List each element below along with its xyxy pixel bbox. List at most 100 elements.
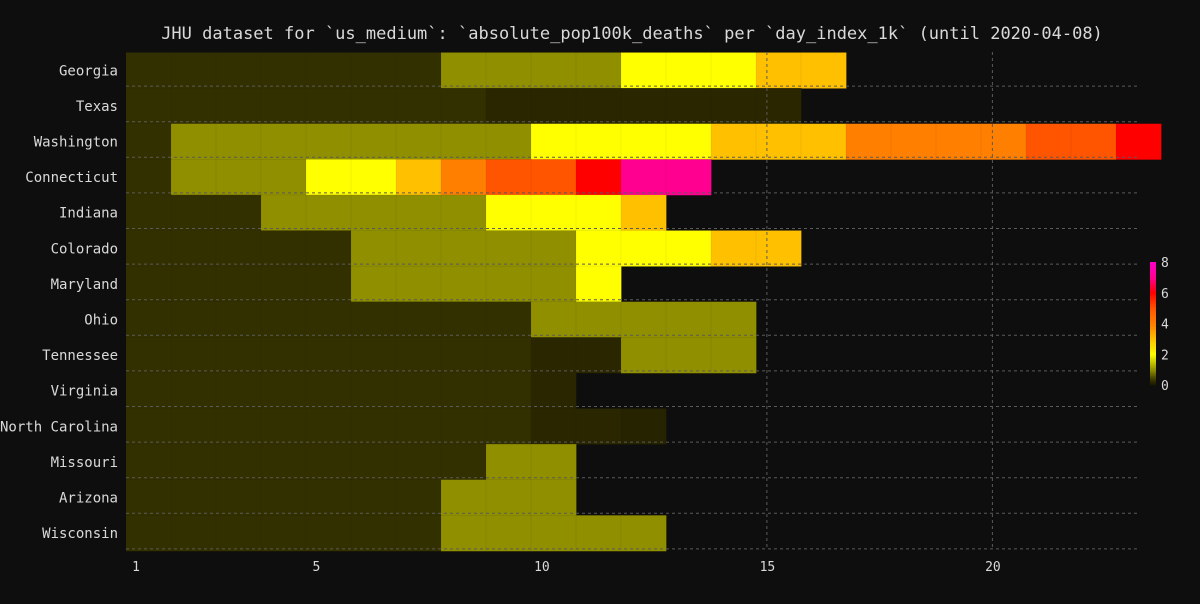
heatmap-cell	[170, 159, 217, 196]
heatmap-cell	[260, 372, 307, 410]
colorbar-segment	[1150, 262, 1156, 264]
colorbar-segment	[1150, 361, 1156, 364]
colorbar-segment	[1150, 277, 1156, 280]
heatmap-cell	[395, 514, 442, 552]
heatmap-cell	[305, 265, 352, 303]
heatmap-cell	[305, 336, 352, 374]
colorbar-segment	[1150, 318, 1156, 321]
heatmap-cell	[215, 194, 262, 232]
heatmap-cell	[620, 159, 667, 196]
heatmap-cell	[215, 52, 262, 89]
heatmap-cell	[260, 443, 307, 481]
colorbar-segment	[1150, 338, 1156, 341]
heatmap-cell	[395, 301, 442, 339]
heatmap-cell	[305, 123, 352, 160]
heatmap-cell	[125, 479, 172, 517]
heatmap-cell	[485, 479, 532, 517]
heatmap-cell	[440, 230, 487, 267]
heatmap-cell	[350, 336, 397, 374]
heatmap-cell	[485, 443, 532, 481]
colorbar-segment	[1150, 280, 1156, 283]
state-label: Connecticut	[25, 170, 118, 186]
heatmap-cell	[395, 194, 442, 232]
heatmap-cell	[350, 265, 397, 303]
colorbar-segment	[1150, 315, 1156, 318]
colorbar-segment	[1150, 266, 1156, 269]
colorbar-segment	[1150, 292, 1156, 295]
x-tick-label: 1	[132, 560, 140, 575]
heatmap-cell	[575, 159, 622, 196]
heatmap-cell	[215, 408, 262, 445]
state-label: Ohio	[84, 313, 118, 329]
heatmap-cell	[530, 87, 577, 125]
heatmap-cell	[350, 87, 397, 125]
heatmap-cell	[350, 52, 397, 89]
heatmap-cell	[440, 52, 487, 89]
colorbar-tick-label: 0	[1161, 379, 1169, 394]
heatmap-cell	[125, 514, 172, 552]
heatmap-cell	[305, 159, 352, 196]
heatmap-cell	[440, 408, 487, 445]
colorbar-segment	[1150, 360, 1156, 363]
colorbar-segment	[1150, 374, 1156, 377]
heatmap-cell	[350, 123, 397, 160]
heatmap-cell	[620, 52, 667, 89]
heatmap-cell	[350, 159, 397, 196]
colorbar-segment	[1150, 303, 1156, 306]
heatmap-cell	[260, 87, 307, 125]
heatmap-cell	[395, 443, 442, 481]
colorbar-segment	[1150, 317, 1156, 320]
heatmap-cell	[260, 336, 307, 374]
colorbar-segment	[1150, 337, 1156, 340]
heatmap-cell	[215, 159, 262, 196]
heatmap-cell	[125, 336, 172, 374]
heatmap-cell	[755, 123, 802, 160]
heatmap-cell	[530, 514, 577, 552]
y-axis-labels: Georgia Texas Washington Connecticut Indiana…	[0, 63, 118, 542]
heatmap-cell	[125, 123, 172, 160]
heatmap-cell	[260, 123, 307, 160]
heatmap-cell	[575, 87, 622, 125]
heatmap-cell	[260, 194, 307, 232]
colorbar-segment	[1150, 372, 1156, 375]
heatmap-cell	[485, 301, 532, 339]
state-label: Washington	[34, 135, 118, 151]
colorbar-segment	[1150, 306, 1156, 309]
heatmap-cell	[440, 443, 487, 481]
colorbar-segment	[1150, 381, 1156, 384]
heatmap-cell	[215, 87, 262, 125]
colorbar-segment	[1150, 325, 1156, 327]
heatmap-cell	[440, 265, 487, 303]
heatmap-cell	[710, 87, 757, 125]
heatmap-cell	[665, 336, 712, 374]
heatmap-cell	[665, 123, 712, 160]
heatmap-cell	[440, 159, 487, 196]
heatmap-cell	[485, 87, 532, 125]
colorbar-segment	[1150, 341, 1156, 344]
colorbar-segment	[1150, 320, 1156, 323]
x-tick-label: 15	[760, 560, 776, 575]
heatmap-cell	[485, 194, 532, 232]
state-label: Texas	[76, 99, 118, 115]
heatmap-cell	[170, 265, 217, 303]
colorbar-segment	[1150, 334, 1156, 337]
heatmap-cell	[350, 408, 397, 445]
chart-title: JHU dataset for `us_medium`: `absolute_p…	[161, 24, 1103, 44]
state-label: North Carolina	[0, 419, 118, 435]
colorbar-segment	[1150, 365, 1156, 367]
heatmap-cell	[260, 159, 307, 196]
heatmap-cell	[710, 52, 757, 89]
heatmap-cell	[575, 301, 622, 339]
heatmap-cell	[215, 123, 262, 160]
colorbar-segment	[1150, 301, 1156, 304]
colorbar-segment	[1150, 369, 1156, 372]
heatmap-cell	[755, 230, 802, 267]
heatmap-cell	[530, 408, 577, 445]
heatmap-cell	[620, 87, 667, 125]
colorbar-segment	[1150, 358, 1156, 361]
state-label: Missouri	[51, 455, 118, 471]
heatmap-cell	[305, 408, 352, 445]
heatmap-cell	[710, 301, 757, 339]
